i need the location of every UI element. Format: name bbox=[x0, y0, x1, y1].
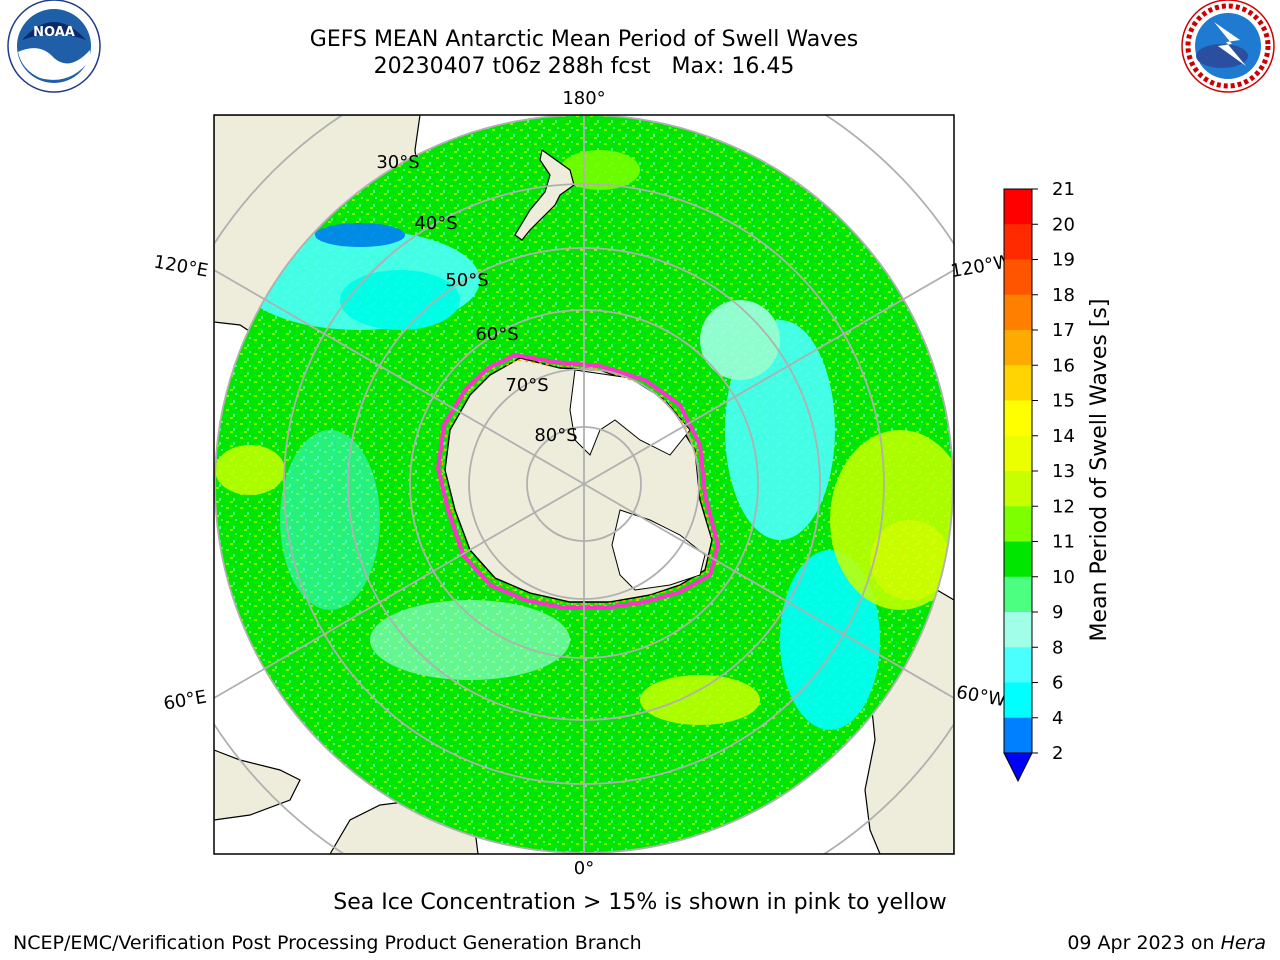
colorbar-extend-triangle bbox=[1003, 752, 1033, 783]
latitude-label-50s: 50°S bbox=[445, 270, 488, 291]
colorbar-segment bbox=[1004, 259, 1032, 296]
colorbar-tick-label: 13 bbox=[1052, 461, 1075, 482]
colorbar-segment bbox=[1004, 224, 1032, 260]
noaa-logo-text: NOAA bbox=[33, 25, 75, 40]
colorbar-tick-label: 16 bbox=[1052, 355, 1075, 376]
sea-ice-note: Sea Ice Concentration > 15% is shown in … bbox=[333, 890, 947, 915]
colorbar-segment bbox=[1004, 647, 1032, 683]
colorbar-segment bbox=[1004, 189, 1032, 225]
colorbar-tick-label: 21 bbox=[1052, 179, 1075, 200]
colorbar-segment bbox=[1004, 682, 1032, 719]
meridian-label-0: 0° bbox=[574, 858, 594, 879]
colorbar-segment bbox=[1004, 400, 1032, 437]
meridian-label-180: 180° bbox=[562, 88, 605, 109]
colorbar: 21 20 19 18 17 16 15 14 13 12 11 10 9 8 6 4 2 bbox=[1003, 179, 1075, 783]
sea-ice-edge bbox=[435, 352, 721, 610]
colorbar-segment bbox=[1004, 294, 1032, 331]
footer-date: 09 Apr 2023 on Hera bbox=[1067, 932, 1266, 954]
meridian-label-60e: 60°E bbox=[162, 686, 208, 714]
colorbar-tick-label: 19 bbox=[1052, 250, 1075, 271]
latitude-label-60s: 60°S bbox=[475, 324, 518, 345]
noaa-logo: NOAA bbox=[7, 0, 101, 93]
colorbar-segment bbox=[1004, 365, 1032, 401]
colorbar-segment bbox=[1004, 576, 1032, 613]
swell-high-period-patches bbox=[215, 150, 953, 725]
colorbar-tick-label: 14 bbox=[1052, 426, 1075, 447]
colorbar-tick-label: 11 bbox=[1052, 532, 1075, 553]
colorbar-tick-label: 10 bbox=[1052, 567, 1075, 588]
swell-low-period-patches bbox=[240, 223, 880, 730]
graticule bbox=[214, 115, 954, 854]
colorbar-tick-label: 12 bbox=[1052, 496, 1075, 517]
colorbar-segment bbox=[1004, 435, 1032, 472]
meridian-label-120e: 120°E bbox=[152, 251, 210, 281]
colorbar-tick-label: 9 bbox=[1052, 602, 1063, 623]
footer-host: Hera bbox=[1220, 932, 1266, 954]
chart-title-line2: 20230407 t06z 288h fcst Max: 16.45 bbox=[373, 54, 795, 79]
map-frame bbox=[213, 114, 955, 855]
colorbar-tick-label: 18 bbox=[1052, 285, 1075, 306]
colorbar-label: Mean Period of Swell Waves [s] bbox=[1087, 299, 1112, 642]
colorbar-segment bbox=[1004, 612, 1032, 648]
colorbar-tick-label: 4 bbox=[1052, 708, 1063, 729]
land-new-zealand bbox=[514, 148, 575, 241]
colorbar-tick-label: 2 bbox=[1052, 743, 1063, 764]
colorbar-segment bbox=[1004, 330, 1032, 366]
colorbar-tick-label: 6 bbox=[1052, 673, 1063, 694]
chart-title-line1: GEFS MEAN Antarctic Mean Period of Swell… bbox=[309, 27, 859, 52]
footer-date-text: 09 Apr 2023 on bbox=[1067, 932, 1215, 954]
colorbar-tick-label: 17 bbox=[1052, 320, 1075, 341]
latitude-label-30s: 30°S bbox=[376, 152, 419, 173]
colorbar-segment bbox=[1004, 541, 1032, 578]
latitude-label-40s: 40°S bbox=[414, 213, 457, 234]
colorbar-tick-label: 20 bbox=[1052, 214, 1075, 235]
nws-logo bbox=[1181, 0, 1275, 93]
colorbar-tick-label: 15 bbox=[1052, 391, 1075, 412]
meridian-label-60w: 60°W bbox=[955, 682, 1008, 711]
colorbar-segment bbox=[1004, 471, 1032, 507]
colorbar-tick-label: 8 bbox=[1052, 637, 1063, 658]
colorbar-segment bbox=[1004, 506, 1032, 542]
latitude-label-70s: 70°S bbox=[505, 375, 548, 396]
ice-shelf-weddell bbox=[611, 509, 706, 591]
footer-credit: NCEP/EMC/Verification Post Processing Pr… bbox=[13, 932, 642, 954]
colorbar-segment bbox=[1004, 717, 1032, 754]
latitude-label-80s: 80°S bbox=[534, 425, 577, 446]
